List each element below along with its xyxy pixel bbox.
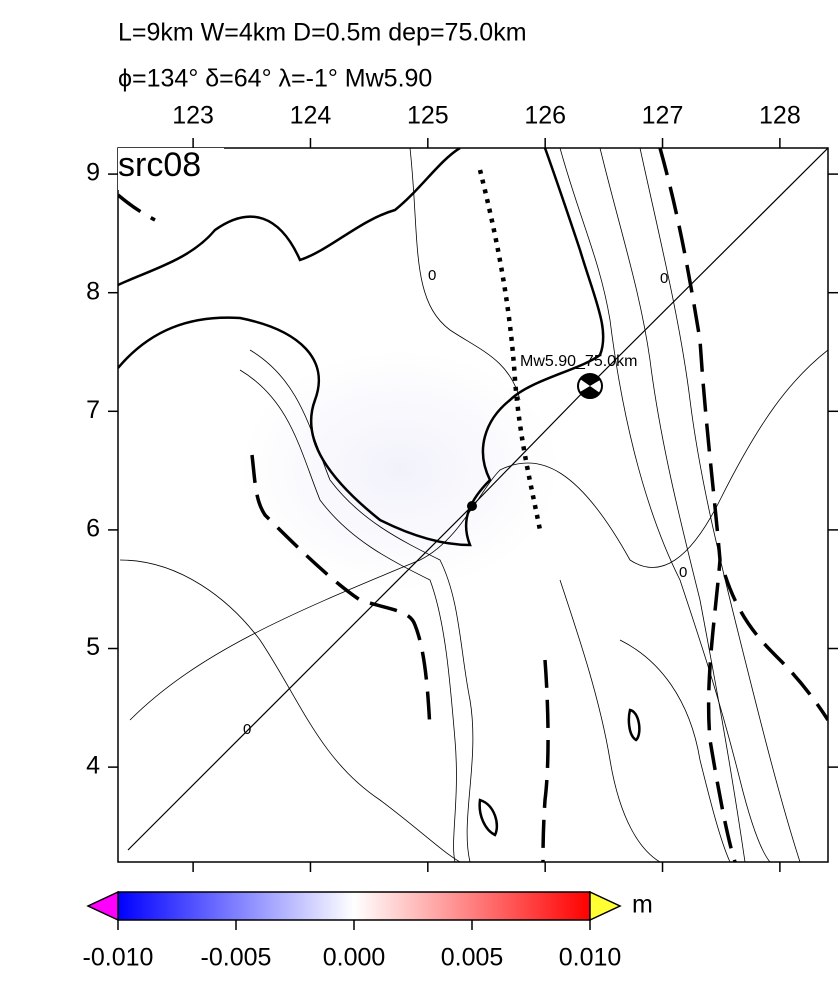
contour-label: 0 xyxy=(428,267,436,284)
contour xyxy=(129,349,828,721)
deformation-field xyxy=(240,350,560,590)
label-box xyxy=(118,148,224,190)
fault-point xyxy=(467,501,477,511)
colorbar-tick-label: 0.005 xyxy=(441,944,504,972)
coastline xyxy=(118,148,605,547)
x-tick-label: 125 xyxy=(407,102,449,130)
trench xyxy=(658,148,737,862)
y-tick-label: 4 xyxy=(86,752,100,780)
contour-label: 0 xyxy=(660,270,668,287)
contour xyxy=(599,148,746,862)
contour xyxy=(239,369,457,862)
contour-label: 0 xyxy=(679,564,687,581)
trench xyxy=(118,193,156,222)
map-frame xyxy=(117,147,829,863)
source-label: Mw5.90_75.0km xyxy=(520,353,637,370)
closed-contour xyxy=(478,708,641,837)
colorbar-tick-label: 0.010 xyxy=(559,944,622,972)
colorbar-under xyxy=(86,890,119,922)
y-tick-label: 6 xyxy=(86,515,100,543)
trench xyxy=(723,574,828,721)
colorbar-unit: m xyxy=(632,891,653,919)
trench xyxy=(250,454,432,731)
beachball-quadrant xyxy=(580,374,600,398)
title-line-2: ϕ=134° δ=64° λ=-1° Mw5.90 xyxy=(118,65,432,93)
colorbar-tick-label: -0.005 xyxy=(201,944,272,972)
colorbar-tick-label: 0.000 xyxy=(323,944,386,972)
x-tick-label: 128 xyxy=(759,102,801,130)
trench xyxy=(541,659,550,862)
x-tick-label: 124 xyxy=(290,102,332,130)
plate-boundary xyxy=(477,169,543,531)
map-body xyxy=(118,148,828,862)
contour-label: 0 xyxy=(243,721,251,738)
map-label: src08 xyxy=(118,146,201,184)
title-line-1: L=9km W=4km D=0.5m dep=75.0km xyxy=(118,19,527,47)
profile-line xyxy=(127,148,828,851)
x-tick-label: 123 xyxy=(172,102,214,130)
colorbar xyxy=(117,891,591,921)
contour xyxy=(119,559,461,862)
y-tick-label: 7 xyxy=(86,396,100,424)
y-tick-label: 8 xyxy=(86,277,100,305)
x-tick-label: 126 xyxy=(524,102,566,130)
contour xyxy=(249,349,474,862)
colorbar-over xyxy=(589,890,622,922)
contour xyxy=(409,148,521,401)
contour xyxy=(639,148,801,862)
colorbar-tick-label: -0.010 xyxy=(83,944,154,972)
contour xyxy=(559,579,731,862)
y-tick-label: 5 xyxy=(86,633,100,661)
x-tick-label: 127 xyxy=(642,102,684,130)
contour xyxy=(559,148,771,862)
y-tick-label: 9 xyxy=(86,159,100,187)
